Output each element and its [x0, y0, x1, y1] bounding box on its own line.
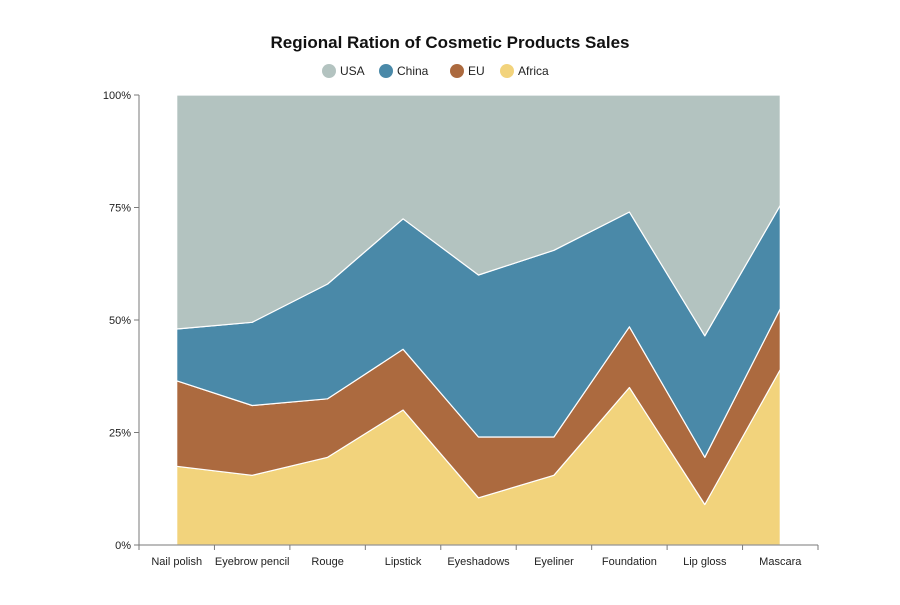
- axes: 0% 25% 50% 75% 100% Nail polish Eyebrow pencil…: [103, 90, 819, 568]
- x-tick-label: Eyeshadows: [447, 556, 510, 568]
- legend-swatch: [322, 64, 336, 78]
- legend-item-usa: USA: [322, 64, 365, 78]
- x-tick-label: Eyeliner: [534, 556, 574, 568]
- legend-swatch: [379, 64, 393, 78]
- y-tick-label: 50%: [109, 315, 131, 327]
- x-tick-label: Foundation: [602, 556, 657, 568]
- legend-label: Africa: [518, 64, 549, 78]
- legend-label: China: [397, 64, 429, 78]
- y-tick-label: 0%: [115, 540, 131, 552]
- legend: USA China EU Africa: [322, 64, 549, 78]
- x-tick-label: Lipstick: [385, 556, 422, 568]
- plot-areas: [176, 94, 781, 546]
- x-tick-label: Eyebrow pencil: [215, 556, 290, 568]
- legend-item-china: China: [379, 64, 429, 78]
- legend-item-africa: Africa: [500, 64, 549, 78]
- chart-title: Regional Ration of Cosmetic Products Sal…: [271, 33, 630, 52]
- x-tick-label: Lip gloss: [683, 556, 727, 568]
- legend-label: USA: [340, 64, 365, 78]
- legend-swatch: [450, 64, 464, 78]
- legend-swatch: [500, 64, 514, 78]
- legend-item-eu: EU: [450, 64, 485, 78]
- y-tick-label: 100%: [103, 90, 131, 102]
- y-tick-label: 25%: [109, 428, 131, 440]
- y-tick-label: 75%: [109, 203, 131, 215]
- x-tick-label: Rouge: [311, 556, 343, 568]
- x-tick-label: Nail polish: [151, 556, 202, 568]
- legend-label: EU: [468, 64, 485, 78]
- x-tick-label: Mascara: [759, 556, 802, 568]
- series-area-usa: [176, 94, 781, 337]
